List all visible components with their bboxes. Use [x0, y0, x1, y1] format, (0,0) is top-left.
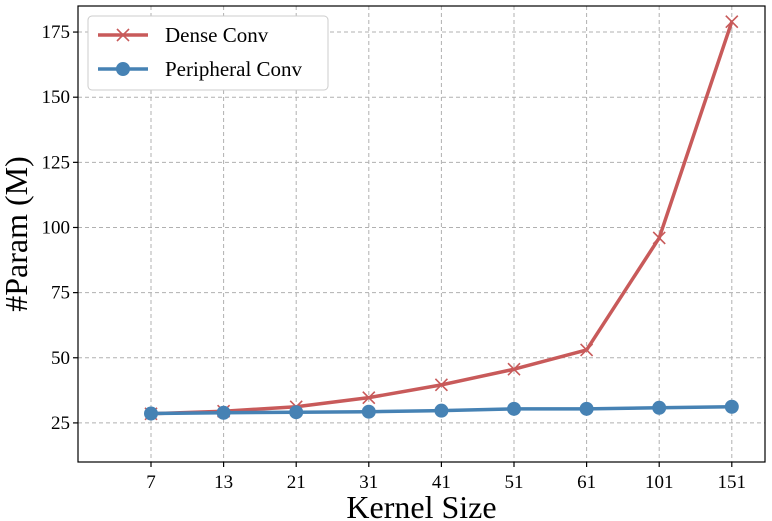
dense-conv-point — [507, 362, 521, 376]
y-tick-label: 50 — [51, 348, 70, 369]
x-tick-label: 61 — [577, 472, 596, 493]
legend-label: Peripheral Conv — [165, 57, 303, 81]
x-tick-label: 13 — [214, 472, 233, 493]
peripheral-conv-point — [652, 400, 667, 415]
dense-conv-point — [580, 343, 594, 357]
peripheral-conv-point — [144, 406, 158, 421]
x-tick-label: 51 — [505, 472, 524, 493]
x-tick-label: 41 — [432, 472, 451, 493]
y-tick-label: 25 — [51, 413, 70, 434]
dense-conv-point — [434, 378, 448, 392]
x-tick-label: 101 — [645, 472, 674, 493]
legend: Dense Conv Peripheral Conv — [87, 15, 329, 91]
series-peripheral-conv — [144, 399, 739, 421]
legend-swatch-marker — [116, 28, 130, 42]
marker-stroke — [652, 231, 666, 245]
marker-stroke — [725, 15, 739, 29]
peripheral-conv-point — [361, 404, 376, 419]
x-tick-label: 7 — [146, 472, 156, 493]
legend-swatch-marker — [116, 62, 130, 76]
y-tick-label: 75 — [51, 283, 70, 304]
peripheral-conv-point — [579, 401, 594, 416]
peripheral-conv-point — [724, 399, 739, 414]
legend-item-peripheral-conv: Peripheral Conv — [98, 57, 303, 81]
peripheral-conv-point — [216, 405, 231, 420]
peripheral-conv-point — [289, 405, 304, 420]
y-tick-label: 125 — [42, 152, 71, 173]
axis-ticks: 7 13 21 31 41 51 61 101 151 25 50 75 100 125 150 175 — [42, 22, 747, 493]
y-tick-label: 150 — [42, 87, 71, 108]
marker-stroke — [434, 378, 448, 392]
y-axis-label: #Param (M) — [0, 156, 34, 312]
x-tick-label: 21 — [287, 472, 306, 493]
dense-conv-point — [362, 391, 376, 405]
dense-conv-point — [652, 231, 666, 245]
x-axis-label: Kernel Size — [346, 489, 496, 521]
marker-stroke — [580, 343, 594, 357]
data-series — [144, 15, 739, 421]
marker-stroke — [116, 28, 130, 42]
y-tick-label: 175 — [42, 22, 71, 43]
plot-frame — [77, 5, 766, 463]
legend-label: Dense Conv — [165, 23, 269, 47]
dense-conv-point — [725, 15, 739, 29]
marker-stroke — [507, 362, 521, 376]
x-tick-label: 151 — [718, 472, 747, 493]
peripheral-conv-point — [507, 401, 521, 416]
legend-item-dense-conv: Dense Conv — [98, 23, 269, 47]
x-tick-label: 31 — [359, 472, 378, 493]
y-tick-label: 100 — [42, 217, 71, 238]
marker-stroke — [362, 391, 376, 405]
peripheral-conv-point — [434, 403, 449, 418]
